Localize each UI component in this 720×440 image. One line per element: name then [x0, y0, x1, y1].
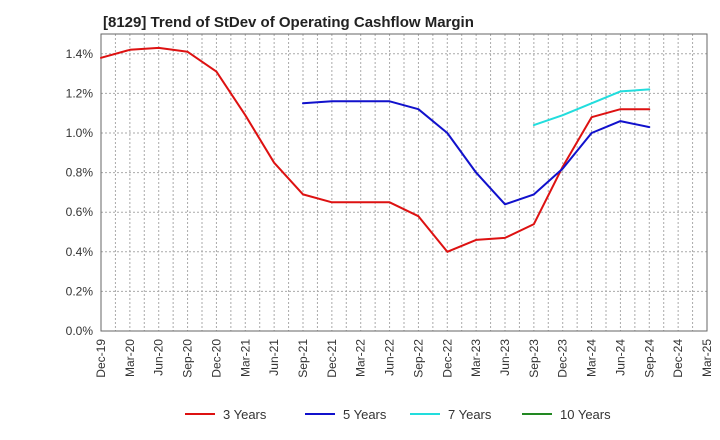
x-tick-label: Sep-24 — [642, 339, 656, 378]
legend-label: 10 Years — [560, 407, 611, 422]
legend-label: 7 Years — [448, 407, 492, 422]
y-tick-label: 1.2% — [66, 86, 94, 100]
x-tick-label: Sep-21 — [296, 339, 310, 378]
x-tick-label: Dec-20 — [209, 339, 223, 378]
x-tick-label: Jun-23 — [498, 339, 512, 376]
series-line-3-years — [100, 46, 651, 253]
y-tick-label: 0.8% — [66, 166, 94, 180]
y-tick-label: 0.0% — [66, 324, 94, 338]
series-line-5-years — [302, 100, 651, 206]
legend-label: 5 Years — [343, 407, 387, 422]
x-tick-label: Dec-21 — [325, 339, 339, 378]
x-tick-label: Mar-22 — [354, 339, 368, 377]
x-tick-label: Dec-22 — [440, 339, 454, 378]
y-tick-label: 1.0% — [66, 126, 94, 140]
x-tick-label: Jun-20 — [152, 339, 166, 376]
plot-frame — [100, 33, 708, 332]
x-tick-label: Jun-21 — [267, 339, 281, 376]
x-tick-label: Mar-25 — [700, 339, 714, 377]
chart-title: [8129] Trend of StDev of Operating Cashf… — [103, 14, 474, 31]
x-tick-label: Mar-20 — [123, 339, 137, 377]
series-line-7-years — [532, 88, 651, 127]
x-tick-label: Dec-19 — [94, 339, 108, 378]
x-tick-label: Sep-22 — [411, 339, 425, 378]
x-tick-label: Mar-21 — [238, 339, 252, 377]
x-tick-label: Mar-24 — [585, 339, 599, 377]
legend-label: 3 Years — [223, 407, 267, 422]
x-tick-label: Jun-22 — [383, 339, 397, 376]
x-tick-label: Sep-23 — [527, 339, 541, 378]
y-tick-label: 0.2% — [66, 284, 94, 298]
x-tick-label: Mar-23 — [469, 339, 483, 377]
y-tick-label: 0.4% — [66, 245, 94, 259]
x-tick-label: Sep-20 — [181, 339, 195, 378]
y-tick-label: 1.4% — [66, 47, 94, 61]
y-tick-label: 0.6% — [66, 205, 94, 219]
x-tick-label: Dec-24 — [671, 339, 685, 378]
x-tick-label: Jun-24 — [613, 339, 627, 376]
x-tick-label: Dec-23 — [556, 339, 570, 378]
